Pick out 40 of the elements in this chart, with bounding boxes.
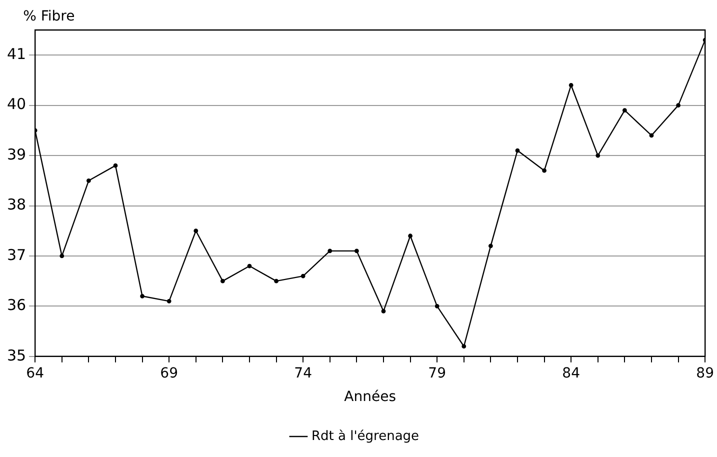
point xyxy=(354,248,359,254)
y-tick-label: 37 xyxy=(6,246,26,264)
x-axis-title: Années xyxy=(344,389,396,406)
y-tick-label: 41 xyxy=(6,45,26,63)
point xyxy=(86,178,91,183)
point xyxy=(60,254,64,258)
point xyxy=(488,244,493,248)
point xyxy=(381,309,386,314)
y-tick-label: 40 xyxy=(6,95,26,114)
point xyxy=(300,274,306,278)
point xyxy=(434,304,440,308)
y-tick-label: 36 xyxy=(6,296,26,314)
x-tick-label: 79 xyxy=(428,365,446,382)
point xyxy=(676,103,680,108)
x-tick-label: 74 xyxy=(294,365,312,382)
x-tick-label: 69 xyxy=(160,365,178,382)
point xyxy=(274,278,278,284)
y-tick-label: 39 xyxy=(6,145,26,164)
point xyxy=(515,148,520,153)
point xyxy=(649,133,654,138)
point xyxy=(194,228,198,234)
x-tick-label: 89 xyxy=(696,365,714,382)
point xyxy=(328,248,332,254)
y-tick-label: 35 xyxy=(6,346,26,364)
y-tick-label: 38 xyxy=(6,196,26,214)
x-tick-label: 84 xyxy=(562,365,580,382)
point xyxy=(622,108,627,113)
legend-label: Rdt à l'égrenage xyxy=(311,428,420,444)
point xyxy=(542,168,546,173)
point xyxy=(166,298,172,304)
point xyxy=(247,264,252,268)
y-axis-title: % Fibre xyxy=(23,8,75,25)
point xyxy=(568,83,574,88)
point xyxy=(113,163,118,168)
point xyxy=(220,278,225,284)
x-tick-label: 64 xyxy=(26,365,44,382)
point xyxy=(140,294,144,298)
point xyxy=(462,344,466,349)
point xyxy=(596,153,600,158)
point xyxy=(408,234,412,238)
